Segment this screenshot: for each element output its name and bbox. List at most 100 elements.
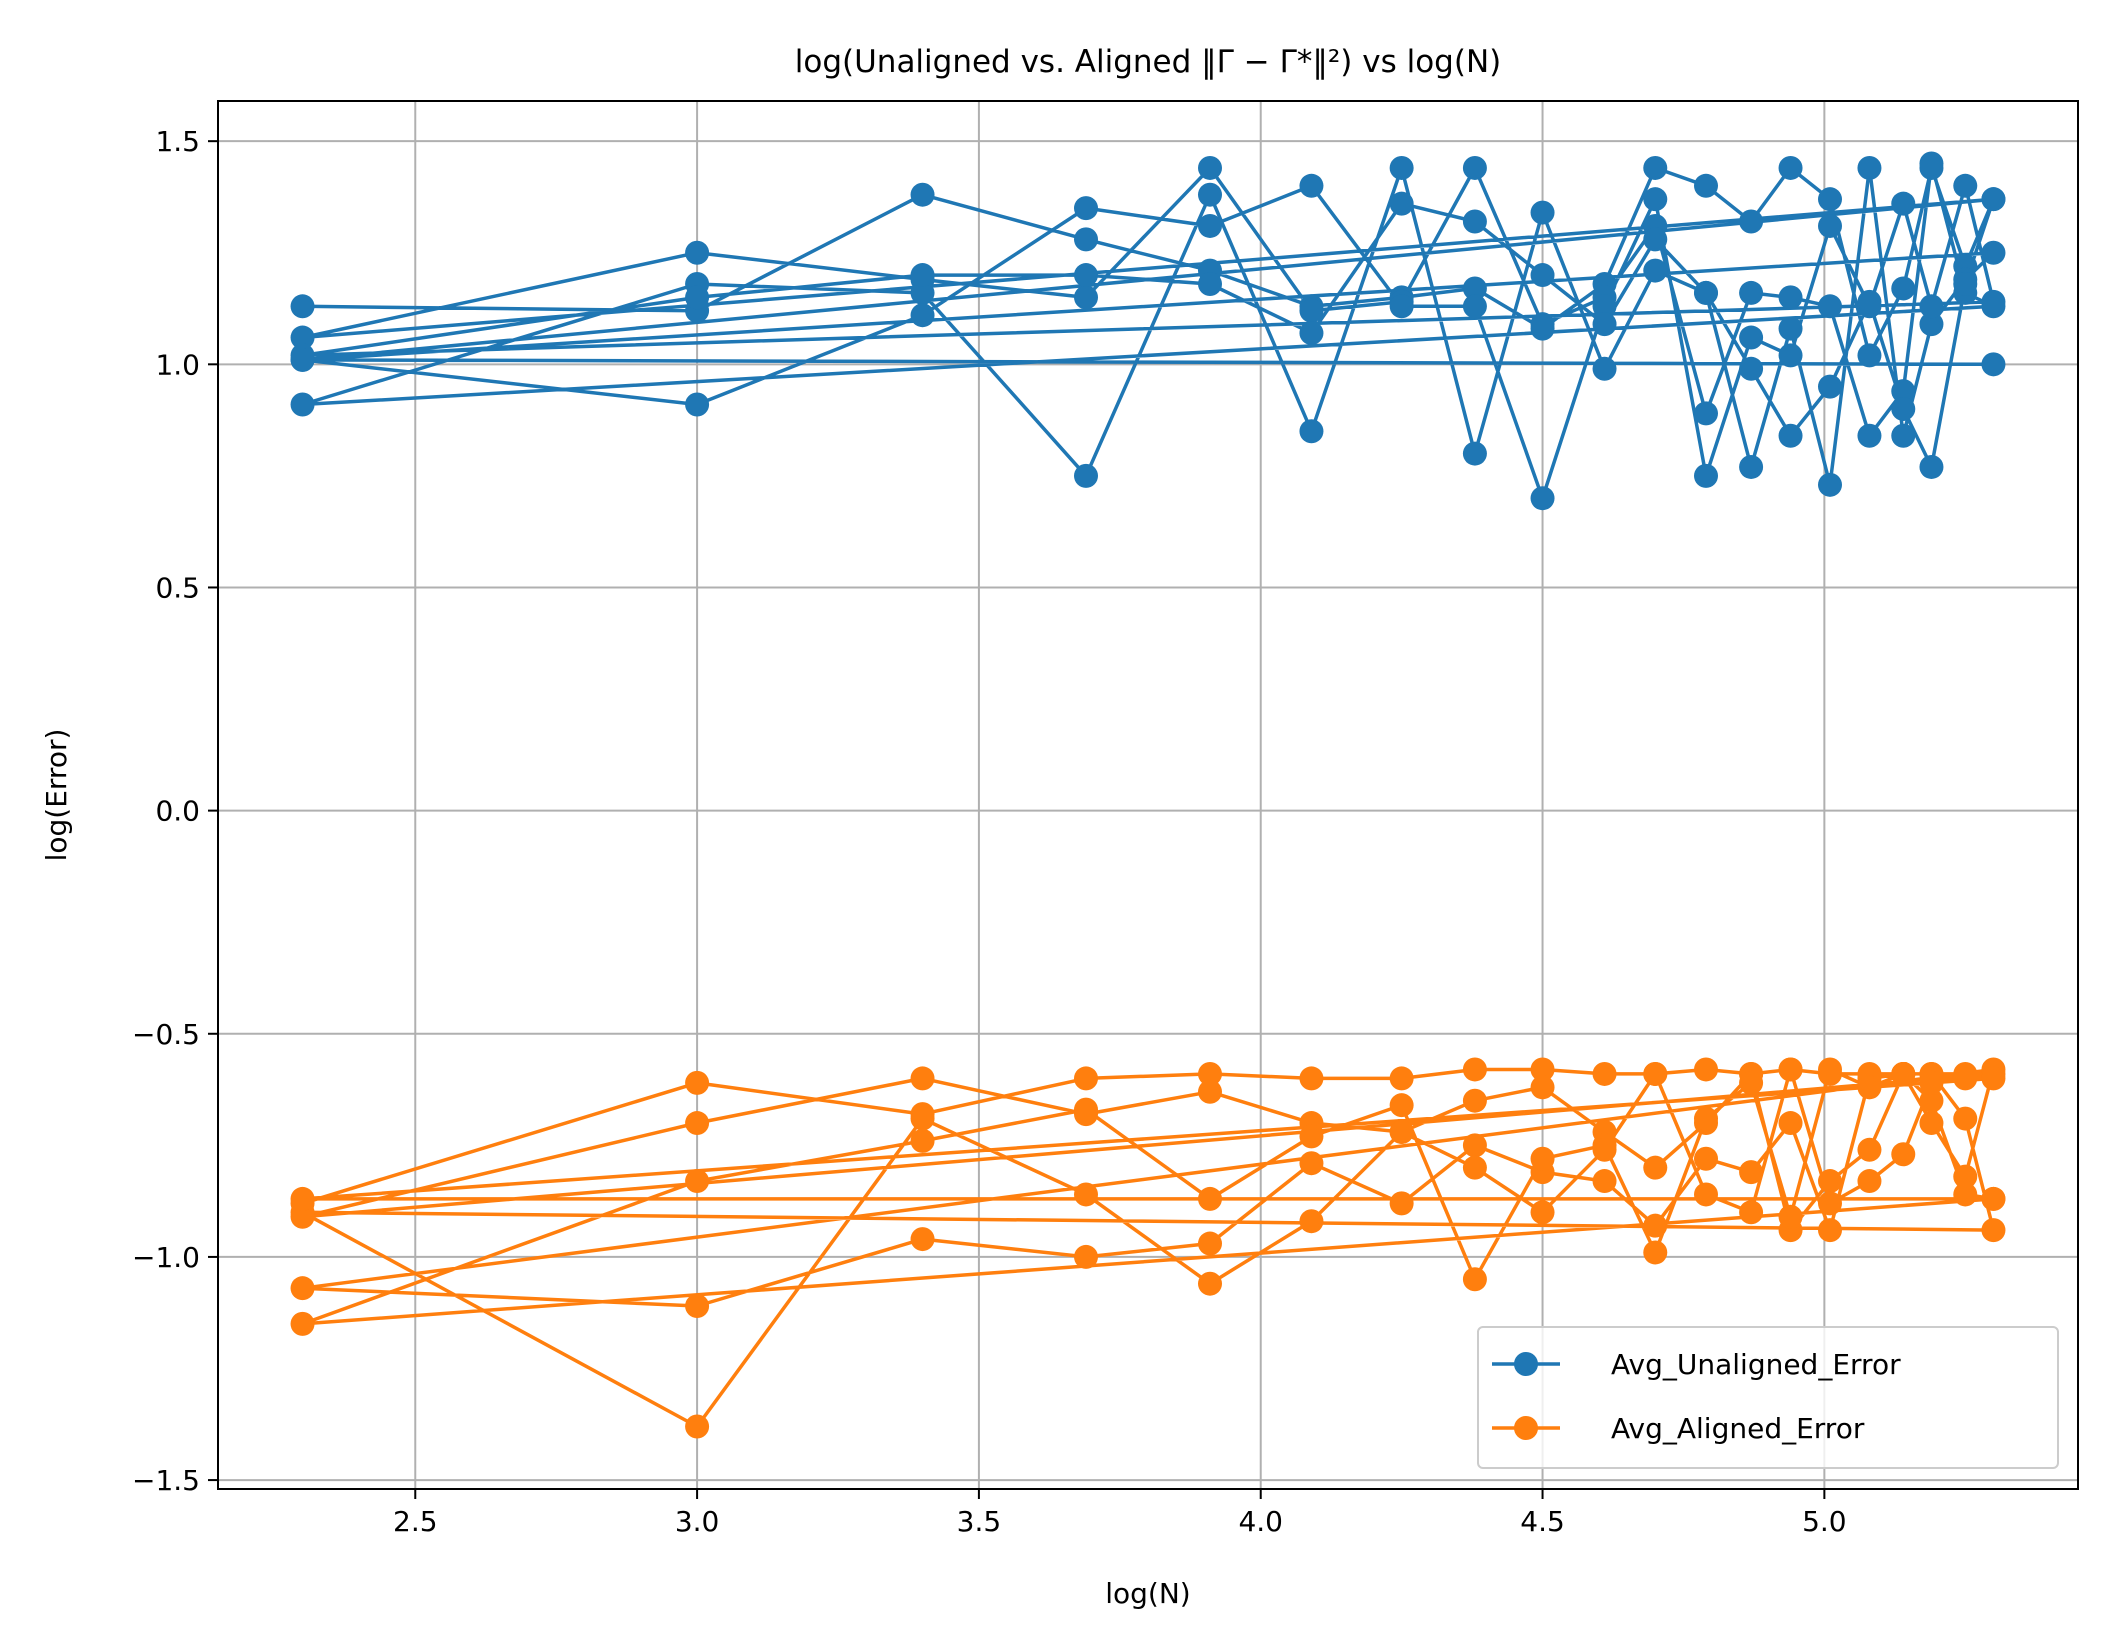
plot-series	[290, 151, 2006, 1439]
series-1-point	[1919, 1111, 1944, 1136]
series-0-point	[1981, 240, 2006, 265]
series-0-point	[1739, 209, 1764, 234]
series-0-point	[1891, 396, 1916, 421]
series-1-point	[1074, 1244, 1098, 1269]
series-1-point	[1462, 1155, 1487, 1180]
series-0-point	[1592, 294, 1617, 319]
series-1-point	[1462, 1057, 1487, 1082]
series-0-point	[1818, 213, 1842, 238]
series-0-point	[1592, 356, 1617, 381]
series-1-point	[1818, 1057, 1842, 1082]
series-0-point	[1299, 419, 1324, 444]
series-0-point	[1919, 151, 1944, 176]
legend-marker-1	[1514, 1416, 1538, 1440]
series-1-point	[1778, 1204, 1803, 1229]
y-tick-label: 0.0	[155, 795, 200, 828]
series-1-point	[1389, 1119, 1414, 1144]
series-1-point	[1981, 1066, 2006, 1091]
series-1-point	[1592, 1061, 1617, 1086]
series-0-point	[910, 303, 935, 328]
series-1-point	[290, 1186, 315, 1211]
series-1-point	[1857, 1137, 1882, 1162]
series-0-point	[1891, 379, 1916, 404]
series-1-point	[1953, 1164, 1978, 1189]
series-1-point	[1739, 1160, 1764, 1185]
series-0-point	[1981, 187, 2006, 212]
series-0-point	[685, 392, 710, 417]
series-0-point	[1857, 423, 1882, 448]
series-1-point	[685, 1294, 710, 1319]
series-0-point	[1953, 271, 1978, 296]
series-0-point	[685, 240, 710, 265]
y-tick-label: −1.5	[132, 1464, 200, 1497]
series-0-point	[1778, 343, 1803, 368]
y-tick-label: 1.5	[155, 125, 200, 158]
x-tick-label: 4.5	[1520, 1505, 1565, 1538]
series-1-point	[1953, 1106, 1978, 1131]
series-1-point	[1592, 1137, 1617, 1162]
series-0-point	[1198, 271, 1222, 296]
series-1-point	[1198, 1271, 1222, 1296]
axis-ticks: 2.5 3.0 3.5 4.0 4.5 5.0 −1.5 −1.0 −0.5 0.0 0.5 1.0 1…	[132, 125, 1847, 1538]
series-line-0	[300, 161, 1996, 500]
series-0-point	[290, 392, 315, 417]
series-1-point	[1694, 1182, 1718, 1207]
series-1-point	[1818, 1218, 1842, 1243]
series-0-point	[1198, 155, 1222, 180]
series-1-point	[1953, 1182, 1978, 1207]
series-0-point	[1694, 173, 1718, 198]
series-1-point	[1462, 1267, 1487, 1292]
series-0-point	[1953, 173, 1978, 198]
series-0-point	[1462, 294, 1487, 319]
series-0-point	[1891, 276, 1916, 301]
series-1-point	[1694, 1106, 1718, 1131]
series-1-point	[685, 1414, 710, 1439]
series-0-point	[1778, 285, 1803, 310]
series-0-point	[910, 182, 935, 207]
legend-marker-0	[1514, 1352, 1538, 1376]
legend-label-0: Avg_Unaligned_Error	[1611, 1348, 1901, 1381]
series-1-point	[1074, 1097, 1098, 1122]
series-1-point	[1694, 1057, 1718, 1082]
series-1-point	[1198, 1061, 1222, 1086]
series-1-point	[1643, 1155, 1668, 1180]
series-1-point	[1198, 1079, 1222, 1104]
x-tick-label: 3.5	[957, 1505, 1002, 1538]
axes-frame	[217, 100, 2079, 1490]
series-1-point	[1891, 1061, 1916, 1086]
legend: Avg_Unaligned_Error Avg_Aligned_Error	[1477, 1326, 2059, 1469]
series-0-point	[1818, 187, 1842, 212]
series-0-point	[1818, 294, 1842, 319]
series-1-point	[1389, 1093, 1414, 1118]
series-0-point	[1694, 463, 1718, 488]
series-0-point	[1643, 155, 1668, 180]
series-1-point	[1739, 1070, 1764, 1095]
series-1-point	[1462, 1088, 1487, 1113]
series-0-point	[1530, 312, 1555, 337]
series-0-point	[1462, 209, 1487, 234]
series-0-point	[1857, 289, 1882, 314]
series-1-point	[1919, 1070, 1944, 1095]
series-0-point	[1818, 374, 1842, 399]
series-0-point	[910, 280, 935, 305]
series-1-point	[1299, 1209, 1324, 1234]
series-0-point	[1919, 294, 1944, 319]
series-1-point	[910, 1106, 935, 1131]
x-tick-label: 2.5	[393, 1505, 438, 1538]
series-0-point	[1530, 200, 1555, 225]
series-1-point	[1643, 1061, 1668, 1086]
series-0-point	[1981, 289, 2006, 314]
series-1-point	[290, 1276, 315, 1301]
series-0-point	[1778, 316, 1803, 341]
series-1-point	[1198, 1186, 1222, 1211]
series-0-point	[1074, 196, 1098, 221]
series-0-point	[1389, 191, 1414, 216]
series-1-point	[1981, 1218, 2006, 1243]
series-0-point	[1919, 312, 1944, 337]
series-0-point	[1299, 298, 1324, 323]
series-0-point	[1074, 227, 1098, 252]
series-1-point	[1530, 1075, 1555, 1100]
y-axis-label: log(Error)	[40, 729, 73, 862]
y-tick-label: 1.0	[155, 348, 200, 381]
series-0-point	[1299, 173, 1324, 198]
